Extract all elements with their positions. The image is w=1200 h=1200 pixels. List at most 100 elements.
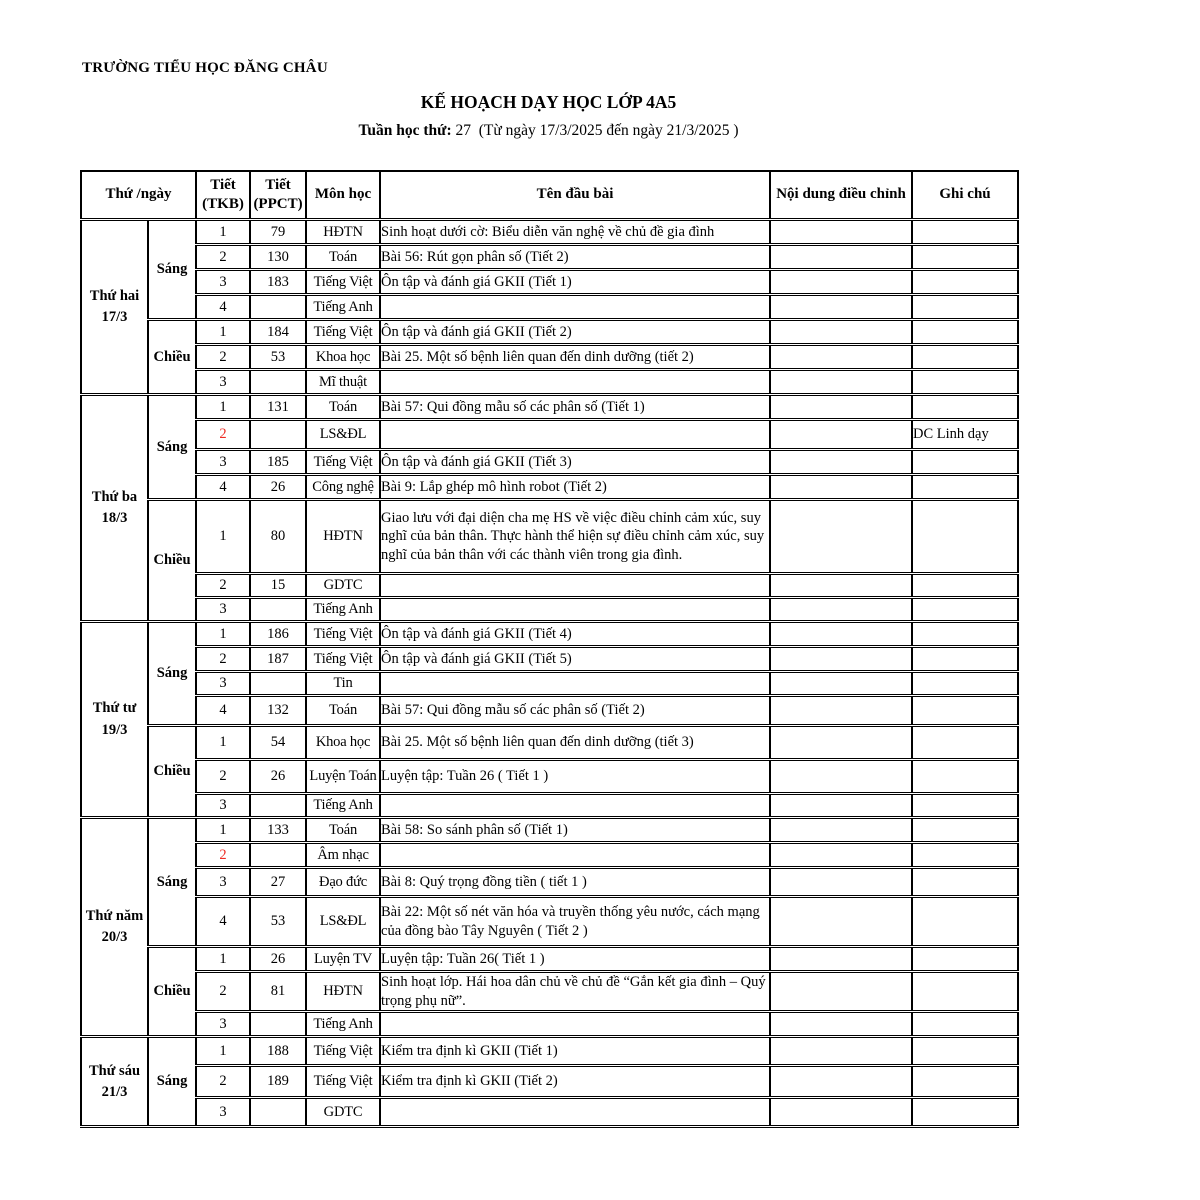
lesson-title-cell <box>379 841 772 869</box>
period-ppct-cell <box>249 841 308 869</box>
lesson-title-cell <box>379 792 772 819</box>
table-row: 2 26 Luyện Toán Luyện tập: Tuần 26 ( Tiết 1… <box>81 758 1020 795</box>
table-row: 3 Tiếng Anh <box>81 596 1020 623</box>
lesson-title-cell <box>379 572 772 599</box>
table-row: 3 185 Tiếng Việt Ôn tập và đánh giá GKII (T… <box>81 448 1020 476</box>
table-row: Thứ tư 19/3 Sáng 1 186 Tiếng Việt Ôn tập và đá… <box>80 620 1020 819</box>
day-cell: Thứ năm 20/3 <box>80 815 149 1039</box>
subject-cell: Khoa học <box>305 724 382 761</box>
adjustment-cell <box>769 368 914 396</box>
lesson-title-cell <box>379 368 772 396</box>
period-tkb-cell: 1 <box>195 393 252 421</box>
period-ppct-cell <box>249 596 308 623</box>
subject-cell: Công nghệ <box>305 473 382 501</box>
adjustment-cell <box>769 448 914 476</box>
lesson-title-cell: Bài 56: Rút gọn phân số (Tiết 2) <box>379 243 772 271</box>
lesson-title-cell <box>379 1010 772 1039</box>
table-row: 2 15 GDTC <box>81 572 1020 599</box>
day-cell: Thứ hai 17/3 <box>80 218 149 396</box>
subject-cell: Luyện Toán <box>305 758 382 795</box>
period-tkb-cell: 3 <box>195 866 252 898</box>
table-row: 2 130 Toán Bài 56: Rút gọn phân số (Tiết 2) <box>81 243 1020 271</box>
session-cell: Sáng <box>146 218 198 321</box>
note-cell <box>911 218 1020 246</box>
table-row: 4 Tiếng Anh <box>81 293 1020 321</box>
day-date: 18/3 <box>101 510 128 526</box>
subject-cell: HĐTN <box>305 969 382 1014</box>
adjustment-cell <box>769 343 914 371</box>
lesson-title-cell: Bài 25. Một số bệnh liên quan đến dinh d… <box>379 724 772 761</box>
note-cell <box>911 724 1020 761</box>
lesson-title-cell: Bài 22: Một số nét văn hóa và truyền thố… <box>379 895 772 948</box>
note-cell <box>911 694 1020 727</box>
period-tkb-cell: 1 <box>195 218 252 246</box>
table-row: 2 53 Khoa học Bài 25. Một số bệnh liên quan… <box>81 343 1020 371</box>
subject-cell: HĐTN <box>305 218 382 246</box>
period-ppct-cell: 133 <box>249 816 308 844</box>
table-row: 3 Tiếng Anh <box>81 792 1020 819</box>
period-ppct-cell <box>249 418 308 451</box>
period-ppct-cell: 186 <box>249 620 308 648</box>
header-note: Ghi chú <box>911 170 1020 221</box>
header-tiet-ppct: Tiết (PPCT) <box>249 170 308 221</box>
lesson-title-cell: Bài 58: So sánh phân số (Tiết 1) <box>379 816 772 844</box>
period-tkb-cell: 4 <box>195 473 252 501</box>
period-tkb-cell: 2 <box>195 418 252 451</box>
note-cell <box>911 792 1020 819</box>
lesson-title-cell: Bài 25. Một số bệnh liên quan đến dinh d… <box>379 343 772 371</box>
lesson-title-cell: Ôn tập và đánh giá GKII (Tiết 4) <box>379 620 772 648</box>
adjustment-cell <box>769 596 914 623</box>
adjustment-cell <box>769 792 914 819</box>
period-tkb-cell: 2 <box>195 758 252 795</box>
table-row: Thứ ba 18/3 Sáng 1 131 Toán Bài 57: Qui đồng m… <box>80 393 1020 623</box>
period-tkb-cell: 1 <box>195 1035 252 1068</box>
header-adjustment: Nội dung điều chỉnh <box>769 170 914 221</box>
subject-cell: Đạo đức <box>305 866 382 898</box>
period-tkb-cell: 4 <box>195 895 252 948</box>
table-row: 3 GDTC <box>81 1096 1020 1129</box>
adjustment-cell <box>769 1035 914 1068</box>
note-cell <box>911 866 1020 898</box>
period-ppct-cell <box>249 368 308 396</box>
note-cell <box>911 368 1020 396</box>
adjustment-cell <box>769 694 914 727</box>
table-row: 4 26 Công nghệ Bài 9: Lắp ghép mô hình robo… <box>81 473 1020 501</box>
subject-cell: Tiếng Anh <box>305 1010 382 1039</box>
adjustment-cell <box>769 816 914 844</box>
day-cell: Thứ ba 18/3 <box>80 393 149 623</box>
header-day: Thứ /ngày <box>79 170 198 221</box>
note-cell <box>911 816 1020 844</box>
adjustment-cell <box>769 318 914 346</box>
period-ppct-cell: 188 <box>249 1035 308 1068</box>
period-tkb-cell: 1 <box>195 318 252 346</box>
subject-cell: LS&ĐL <box>305 895 382 948</box>
week-number: 27 <box>455 122 471 139</box>
session-cell: Sáng <box>146 393 198 501</box>
period-ppct-cell: 189 <box>249 1064 308 1100</box>
lesson-title-cell <box>379 670 772 697</box>
session-cell: Chiều <box>146 318 198 396</box>
page-title: KẾ HOẠCH DẠY HỌC LỚP 4A5 <box>420 92 677 112</box>
lesson-title-cell: Sinh hoạt dưới cờ: Biểu diễn văn nghệ về… <box>379 218 772 246</box>
note-cell <box>911 841 1020 869</box>
period-ppct-cell: 184 <box>249 318 308 346</box>
period-ppct-cell: 183 <box>249 268 308 296</box>
adjustment-cell <box>769 969 914 1014</box>
table-row: 3 27 Đạo đức Bài 8: Quý trọng đồng tiền ( t… <box>81 866 1020 898</box>
period-ppct-cell <box>249 670 308 697</box>
subject-cell: Mĩ thuật <box>305 368 382 396</box>
note-cell <box>911 318 1020 346</box>
adjustment-cell <box>769 724 914 761</box>
period-tkb-cell: 2 <box>195 343 252 371</box>
period-tkb-cell: 1 <box>195 816 252 844</box>
period-ppct-cell: 80 <box>249 498 308 575</box>
lesson-title-cell: Ôn tập và đánh giá GKII (Tiết 2) <box>379 318 772 346</box>
lesson-title-cell: Ôn tập và đánh giá GKII (Tiết 3) <box>379 448 772 476</box>
adjustment-cell <box>769 1096 914 1129</box>
lesson-title-cell: Luyện tập: Tuần 26( Tiết 1 ) <box>379 945 772 973</box>
subject-cell: Tiếng Việt <box>305 318 382 346</box>
note-cell <box>911 1064 1020 1100</box>
table-row: Thứ hai 17/3 Sáng 1 79 HĐTN Sinh hoạt dưới cờ:… <box>80 218 1020 396</box>
day-name: Thứ năm <box>85 908 144 925</box>
period-tkb-cell: 3 <box>195 448 252 476</box>
